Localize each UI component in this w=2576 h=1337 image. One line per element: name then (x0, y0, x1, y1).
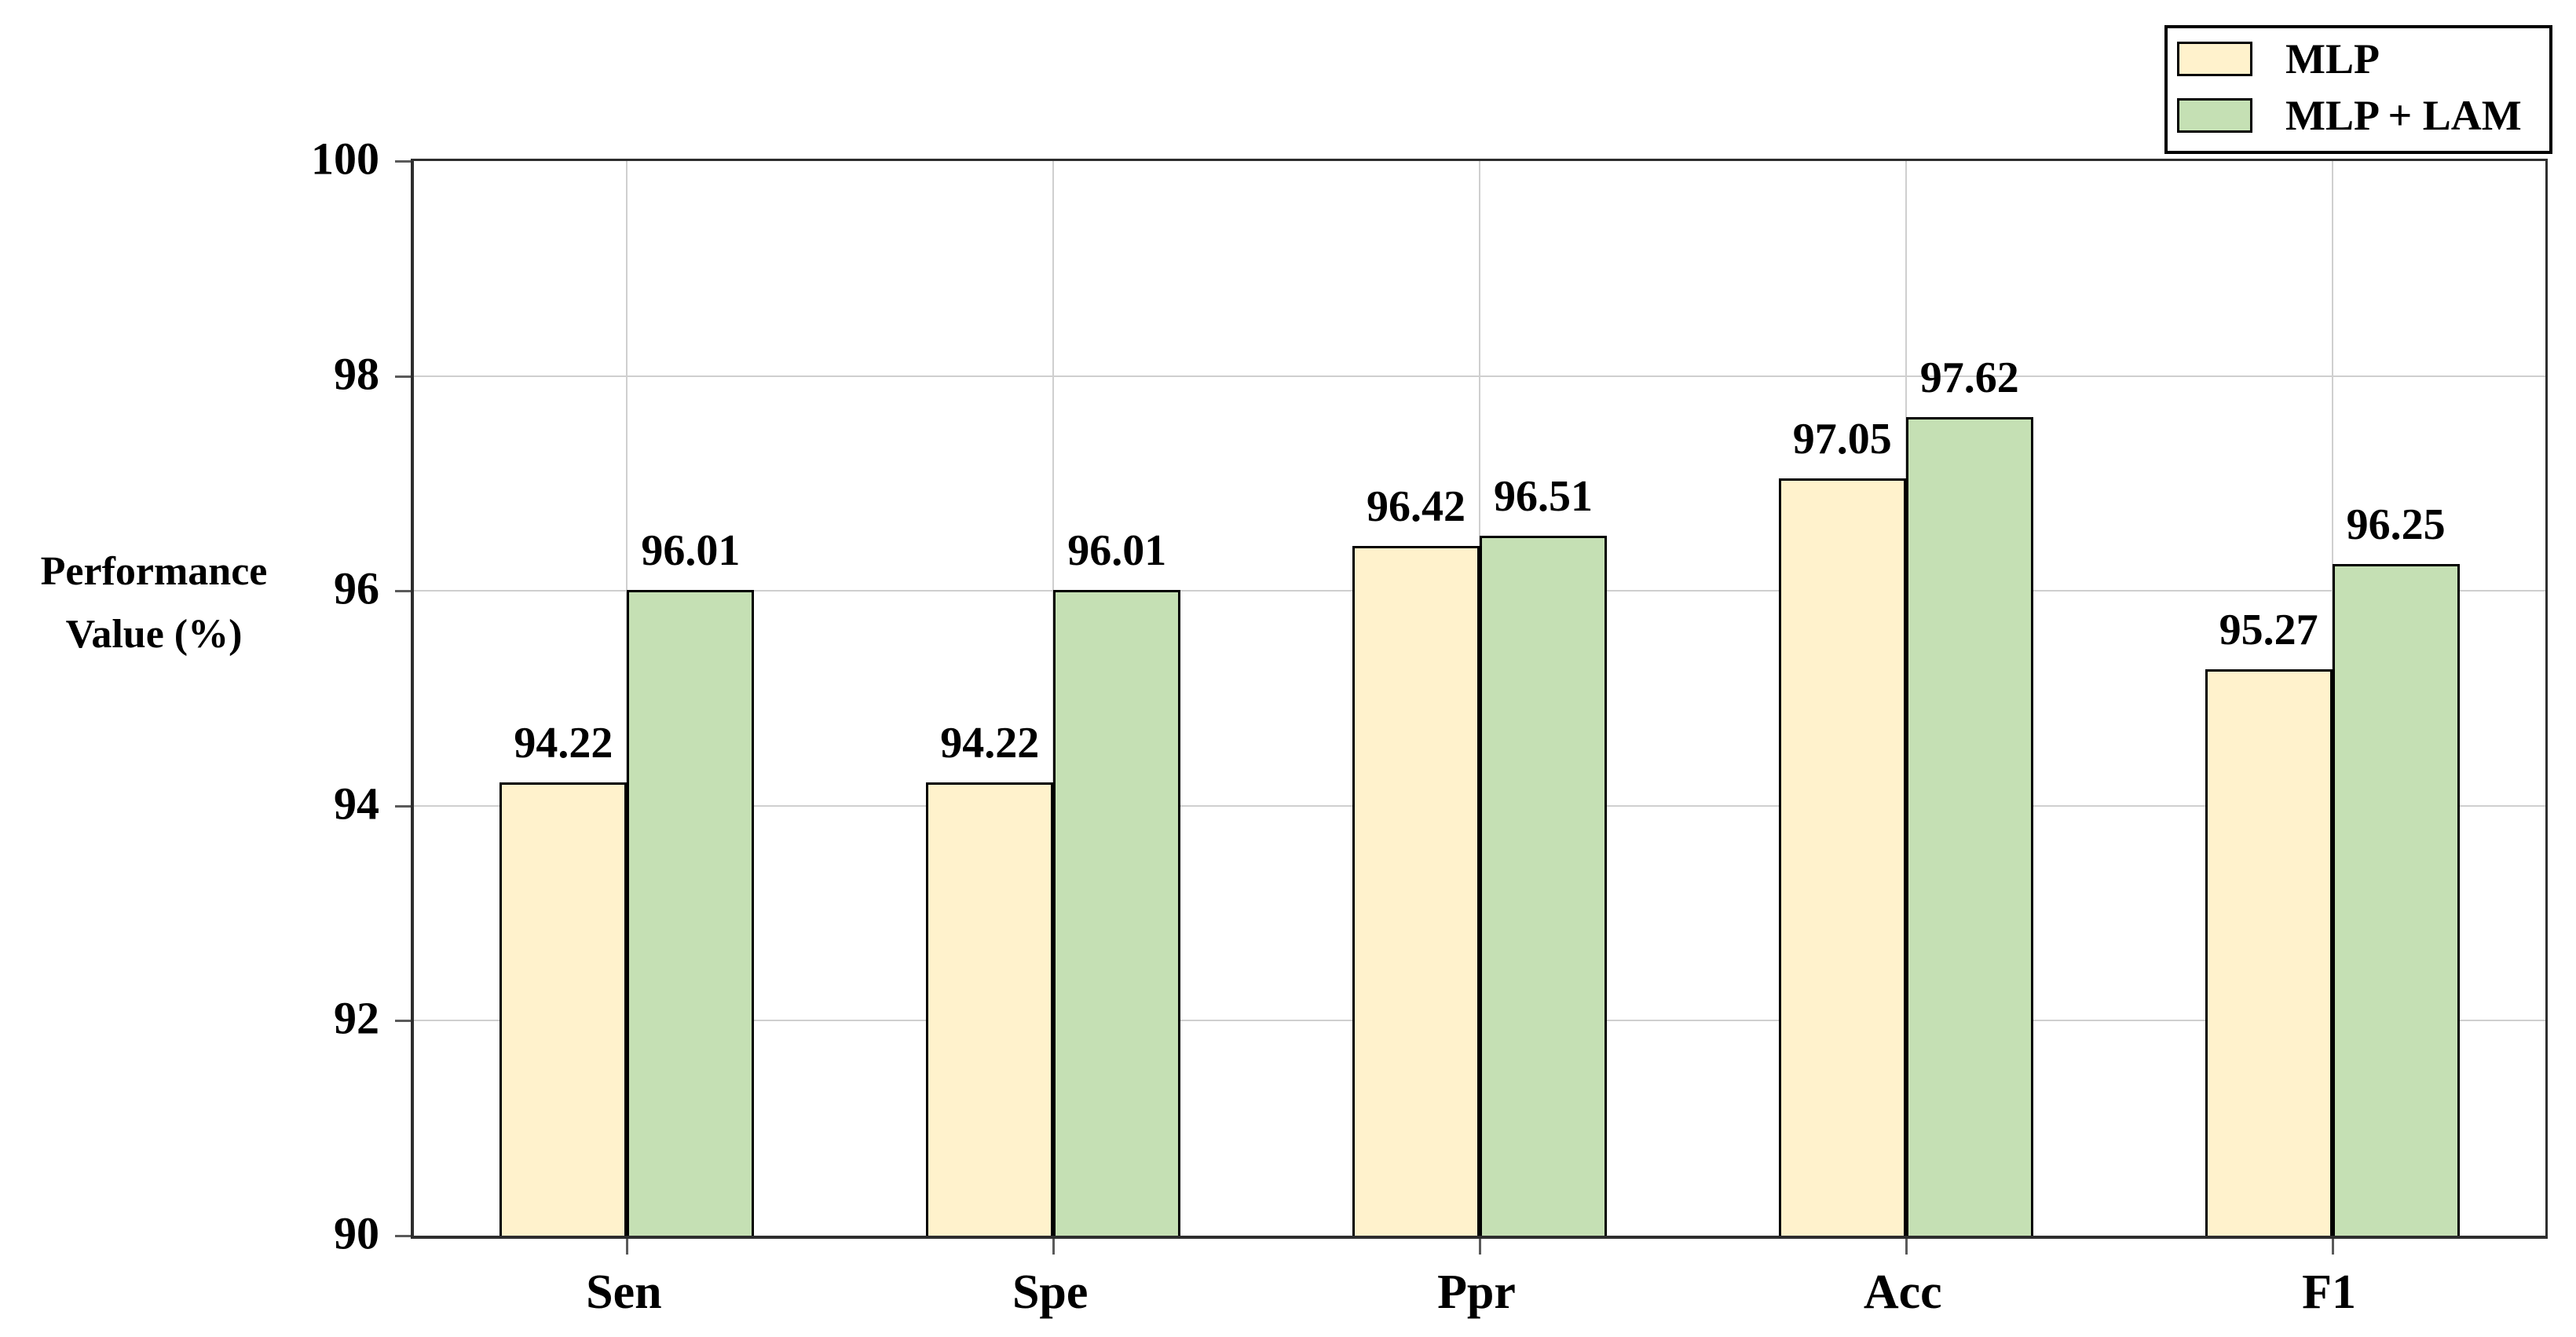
bar-mlp-f1 (2205, 669, 2333, 1236)
y-tick-label: 90 (334, 1207, 379, 1259)
y-axis-tick (395, 804, 411, 808)
bar-mlp+lam-spe (1053, 589, 1181, 1236)
bar-value-label: 94.22 (940, 718, 1040, 767)
x-axis-tick (1052, 1239, 1056, 1255)
legend-item: MLP + LAM (2177, 92, 2549, 139)
y-axis-title-line1: Performance (40, 549, 268, 594)
x-tick-label: F1 (2302, 1266, 2357, 1319)
legend-label: MLP (2285, 35, 2380, 82)
bar-mlp+lam-ppr (1480, 536, 1607, 1236)
y-tick-label: 94 (334, 778, 379, 830)
bar-mlp+lam-sen (627, 589, 755, 1236)
y-axis-tick (395, 375, 411, 378)
x-tick-label: Ppr (1437, 1266, 1516, 1319)
x-tick-label: Acc (1863, 1266, 1942, 1319)
y-axis-title-line2: Value (%) (65, 612, 243, 657)
bar-value-label: 96.01 (641, 526, 741, 575)
x-axis-tick (626, 1239, 629, 1255)
x-axis-tick (1479, 1239, 1481, 1255)
bar-mlp-spe (926, 782, 1054, 1236)
legend-label: MLP + LAM (2285, 92, 2522, 139)
bar-value-label: 96.51 (1494, 472, 1593, 522)
legend-swatch (2177, 42, 2252, 76)
bar-mlp-acc (1778, 478, 1906, 1236)
y-tick-label: 92 (334, 992, 379, 1044)
x-tick-label: Spe (1012, 1266, 1089, 1319)
y-tick-label: 98 (334, 348, 379, 400)
bar-value-label: 95.27 (2219, 606, 2318, 655)
y-axis-tick (395, 1020, 411, 1023)
bar-mlp+lam-f1 (2332, 564, 2460, 1236)
bar-value-label: 96.42 (1367, 482, 1465, 531)
bar-value-label: 94.22 (514, 718, 613, 767)
legend-item: MLP (2177, 35, 2549, 82)
y-axis-tick (395, 590, 411, 593)
bar-mlp-ppr (1352, 545, 1480, 1236)
bar-value-label: 97.62 (1919, 353, 2019, 402)
y-axis-title: Performance Value (%) (5, 540, 303, 666)
y-tick-label: 100 (311, 133, 379, 185)
y-axis-tick (395, 160, 411, 163)
legend: MLP MLP + LAM (2164, 25, 2552, 154)
y-axis-tick (395, 1235, 411, 1237)
legend-swatch (2177, 98, 2252, 133)
x-axis-tick (2331, 1239, 2334, 1255)
plot-area: 94.22 96.01 94.22 96.01 96.42 96.51 97.05 97.62… (395, 159, 2548, 1255)
bar-value-label: 96.01 (1067, 526, 1167, 575)
x-axis-tick (1905, 1239, 1908, 1255)
bar-value-label: 96.25 (2346, 500, 2446, 549)
bar-mlp-sen (499, 782, 628, 1236)
x-tick-label: Sen (586, 1266, 662, 1319)
bar-value-label: 97.05 (1792, 414, 1892, 463)
y-tick-label: 96 (334, 562, 379, 614)
bar-mlp+lam-acc (1905, 416, 2033, 1236)
